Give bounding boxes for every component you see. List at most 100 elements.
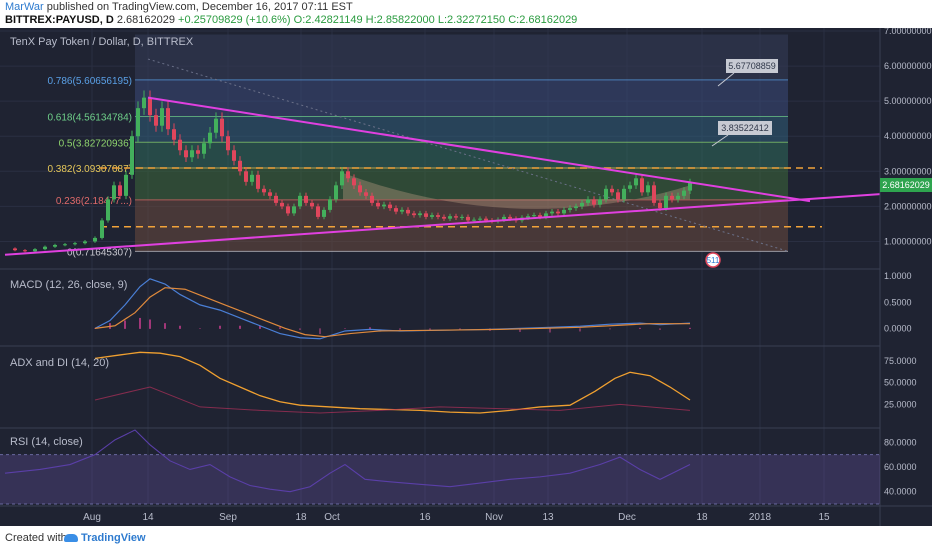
- tradingview-brand: TradingView: [81, 532, 146, 544]
- candle-body: [358, 185, 362, 193]
- trendlines[interactable]: [4, 96, 881, 256]
- time-tick-label: 18: [295, 512, 307, 523]
- fib-zone: [135, 79, 788, 117]
- time-tick-label: Dec: [618, 512, 636, 523]
- descending-trendline: [147, 96, 811, 203]
- macd-histogram-bar: [659, 328, 661, 330]
- candle-body: [280, 202, 284, 207]
- fib-level-label: 0.5(3.82720936): [59, 138, 132, 149]
- candle-body: [382, 204, 386, 207]
- candle-body: [652, 185, 656, 203]
- callout-upper-text: 5.67708859: [728, 61, 776, 71]
- di-line: [94, 386, 691, 414]
- macd-histogram-bar: [319, 328, 321, 335]
- footer: Created with TradingView: [0, 526, 932, 550]
- candle-body: [63, 244, 67, 246]
- chart-area[interactable]: 0.786(5.60656195) 0.618(4.56134784) 0.5(3.…: [0, 26, 932, 526]
- fib-trend-line: [147, 58, 789, 252]
- candle-body: [472, 219, 476, 221]
- signal-line: [94, 287, 690, 338]
- rsi-band: [0, 454, 880, 504]
- candle-body: [43, 246, 47, 250]
- ascending-trendline: [4, 193, 881, 256]
- candle-body: [202, 143, 206, 154]
- event-badge[interactable]: 511: [705, 252, 721, 268]
- candle-body: [550, 211, 554, 214]
- macd-histogram-bar: [279, 327, 281, 329]
- time-axis[interactable]: Aug 14 Sep 18 Oct 16 Nov 13 Dec 18 2018 15: [83, 512, 830, 523]
- candle-body: [460, 216, 464, 218]
- candle-body: [394, 208, 398, 212]
- candle-body: [130, 136, 134, 175]
- candle-body: [208, 132, 212, 144]
- candle-body: [466, 216, 470, 221]
- candle-body: [160, 108, 164, 126]
- candle-body: [154, 115, 158, 126]
- rsi-title: RSI (14, close): [10, 436, 83, 448]
- price-tick-label: 7.00000000: [884, 28, 932, 36]
- time-tick-label: Nov: [485, 512, 503, 523]
- last-price: 2.68162029: [116, 14, 175, 26]
- macd-histogram-bar: [579, 328, 581, 332]
- candle-body: [23, 250, 27, 252]
- candle-body: [580, 202, 584, 207]
- candle-body: [484, 218, 488, 221]
- candle-body: [166, 108, 170, 130]
- candle-body: [628, 185, 632, 189]
- candle-body: [33, 249, 37, 252]
- main-pane: 0.786(5.60656195) 0.618(4.56134784) 0.5(3.…: [4, 34, 881, 268]
- candle-body: [616, 192, 620, 200]
- macd-histogram-bar: [149, 319, 151, 329]
- indicator-tick-label: 25.0000: [884, 399, 917, 409]
- macd-pane: MACD (12, 26, close, 9): [10, 278, 691, 340]
- candle-body: [184, 150, 188, 158]
- candle-body: [574, 206, 578, 209]
- candle-body: [93, 237, 97, 242]
- candle-body: [598, 199, 602, 205]
- macd-histogram-bar: [94, 328, 96, 329]
- time-tick-label: 18: [696, 512, 708, 523]
- candle-body: [172, 129, 176, 140]
- candle-body: [442, 216, 446, 219]
- author-link[interactable]: MarWar: [5, 1, 44, 13]
- ohlc-open: O:2.42821149: [293, 14, 363, 26]
- price-change: +0.25709829 (+10.6%): [178, 14, 291, 26]
- candle-body: [352, 178, 356, 186]
- cup-shading: [343, 173, 690, 209]
- tradingview-logo[interactable]: TradingView: [64, 532, 146, 544]
- macd-histogram-bar: [299, 328, 301, 330]
- time-tick-label: 13: [542, 512, 554, 523]
- candle-body: [448, 216, 452, 219]
- callout-pointer: [717, 72, 735, 87]
- price-axis[interactable]: 7.00000000 6.00000000 5.00000000 4.00000000…: [884, 26, 932, 497]
- candle-body: [640, 178, 644, 193]
- macd-histogram-bar: [199, 328, 201, 329]
- macd-histogram-bar: [179, 325, 181, 329]
- macd-series: [94, 278, 691, 340]
- candle-body: [292, 206, 296, 214]
- adx-title: ADX and DI (14, 20): [10, 357, 109, 369]
- candle-body: [634, 178, 638, 186]
- candle-body: [244, 171, 248, 182]
- time-tick-label: 15: [818, 512, 830, 523]
- price-tick-label: 4.00000000: [884, 131, 932, 141]
- candle-body: [364, 192, 368, 196]
- candle-body: [73, 243, 77, 245]
- callout-upper[interactable]: 5.67708859: [717, 59, 778, 87]
- candle-body: [658, 202, 662, 209]
- candle-body: [334, 185, 338, 200]
- candle-body: [370, 195, 374, 203]
- price-tick-label: 5.00000000: [884, 96, 932, 106]
- candle-body: [478, 218, 482, 220]
- callout-lower[interactable]: 3.83522412: [711, 121, 772, 147]
- macd-line: [94, 278, 691, 340]
- chart-svg[interactable]: 0.786(5.60656195) 0.618(4.56134784) 0.5(3.…: [0, 26, 932, 526]
- candle-body: [148, 97, 152, 116]
- candle-body: [13, 248, 17, 251]
- candle-body: [232, 150, 236, 161]
- current-price-text: 2.68162029: [882, 180, 930, 190]
- macd-histogram-bar: [399, 328, 401, 330]
- candle-body: [586, 199, 590, 203]
- symbol-line: BITTREX:PAYUSD, D 2.68162029 +0.25709829…: [5, 14, 577, 27]
- candle-body: [430, 215, 434, 217]
